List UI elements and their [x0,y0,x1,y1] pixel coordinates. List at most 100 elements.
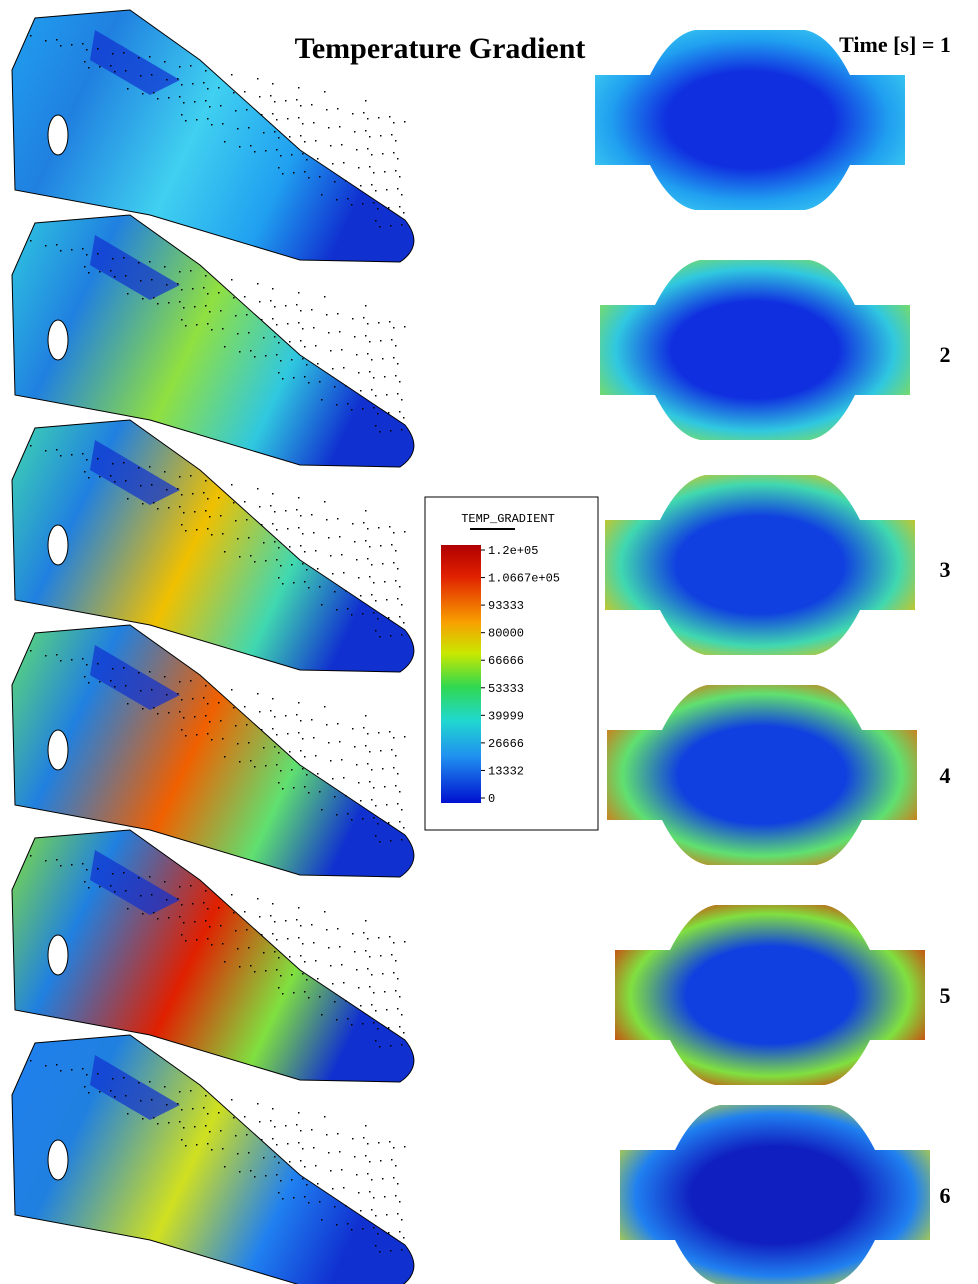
mesh-dot [142,1118,144,1120]
mesh-dot [282,173,284,175]
mesh-dot [363,727,365,729]
mesh-dot [300,925,302,927]
mesh-dot [393,737,395,739]
mesh-dot [237,1153,239,1155]
mesh-dot [371,359,373,361]
mesh-dot [99,1091,101,1093]
legend-label: 66666 [488,654,524,668]
mesh-dot [302,738,304,740]
mesh-dot [386,1009,388,1011]
mesh-dot [179,1091,181,1093]
mesh-dot [140,280,142,282]
mesh-dot [300,135,302,137]
mesh-dot [30,35,32,37]
mesh-dot [403,1032,405,1034]
mesh-dot [257,693,259,695]
mesh-dot [280,975,282,977]
mesh-dot [302,973,304,975]
legend-label: 1.0667e+05 [488,572,560,586]
mesh-dot [317,773,319,775]
mesh-dot [259,506,261,508]
legend-label: 13332 [488,764,524,778]
mesh-dot [330,965,332,967]
mesh-dot [86,664,88,666]
mesh-dot [278,137,280,139]
mesh-dot [138,1082,140,1084]
mesh-dot [378,732,380,734]
mesh-dot [185,325,187,327]
mesh-dot [263,952,265,954]
mesh-dot [244,911,246,913]
mesh-dot [401,839,403,841]
mesh-dot [375,1040,377,1042]
mesh-dot [82,863,84,865]
mesh-dot [293,1197,295,1199]
mesh-dot [373,817,375,819]
mesh-dot [177,283,179,285]
mesh-dot [151,894,153,896]
mesh-dot [300,545,302,547]
mesh-dot [231,484,233,486]
mesh-dot [321,1014,323,1016]
mesh-dot [393,1147,395,1149]
mesh-dot [218,292,220,294]
mesh-dot [393,357,395,359]
mesh-dot [302,943,304,945]
mesh-dot [367,1143,369,1145]
mesh-dot [304,786,306,788]
mesh-dot [395,580,397,582]
mesh-dot [298,1112,300,1114]
mesh-dot [276,119,278,121]
mesh-dot [397,158,399,160]
mesh-dot [336,199,338,201]
mesh-dot [166,489,168,491]
mesh-dot [324,706,326,708]
mesh-dot [211,124,213,126]
mesh-dot [125,70,127,72]
mesh-dot [181,699,183,701]
mesh-dot [244,706,246,708]
mesh-dot [278,752,280,754]
mesh-dot [272,493,274,495]
mesh-dot [378,937,380,939]
mesh-dot [341,964,343,966]
mesh-dot [263,1157,265,1159]
mesh-dot [153,297,155,299]
tooth [11,214,415,468]
mesh-dot [257,488,259,490]
mesh-dot [300,1160,302,1162]
mesh-dot [207,293,209,295]
mesh-dot [315,345,317,347]
mesh-dot [389,321,391,323]
mesh-dot [272,523,274,525]
mesh-dot [205,510,207,512]
mesh-dot [360,1005,362,1007]
mesh-dot [399,411,401,413]
step-label: 6 [940,1183,951,1208]
mesh-dot [190,270,192,272]
tooth-hole [47,319,69,361]
mesh-dot [142,298,144,300]
mesh-dot [142,913,144,915]
mesh-dot [231,279,233,281]
mesh-dot [371,564,373,566]
mesh-dot [347,608,349,610]
tooth-ridge [90,30,180,95]
tooth [11,624,415,878]
mesh-dot [177,693,179,695]
mesh-dot [382,768,384,770]
tooth [11,9,415,263]
mesh-dot [263,747,265,749]
mesh-dot [373,1022,375,1024]
mesh-dot [345,385,347,387]
mesh-dot [332,573,334,575]
mesh-dot [397,1008,399,1010]
mesh-dot [110,270,112,272]
mesh-dot [265,1175,267,1177]
mesh-dot [291,769,293,771]
mesh-dot [278,547,280,549]
mesh-dot [308,177,310,179]
mesh-dot [246,314,248,316]
mesh-dot [397,803,399,805]
mesh-dot [397,978,399,980]
